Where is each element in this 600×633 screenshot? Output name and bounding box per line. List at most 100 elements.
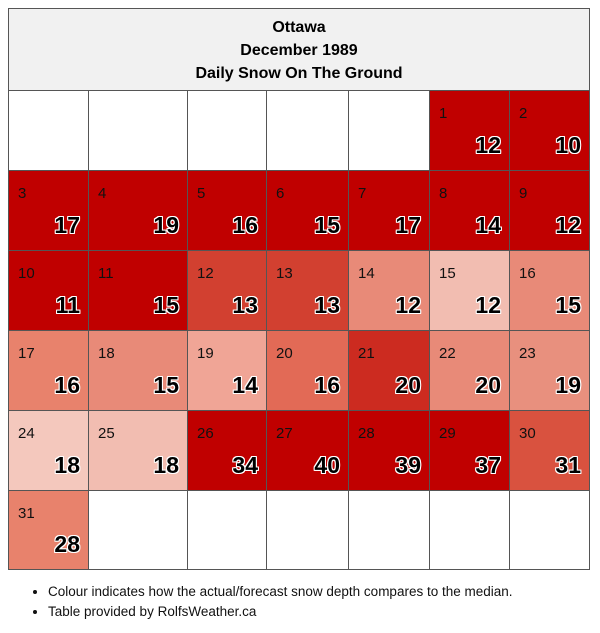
day-number: 30	[519, 425, 536, 442]
empty-cell	[267, 91, 349, 171]
subtitle: Daily Snow On The Ground	[195, 65, 403, 82]
snow-depth-value: 40	[314, 452, 340, 478]
day-cell: 21 20	[349, 331, 430, 411]
day-cell: 19 14	[188, 331, 267, 411]
snow-depth-value: 14	[475, 212, 501, 238]
day-cell: 6 15	[267, 171, 349, 251]
snow-depth-value: 15	[153, 372, 179, 398]
day-number: 19	[197, 345, 214, 362]
day-cell: 3 17	[9, 171, 89, 251]
day-number: 22	[439, 345, 456, 362]
day-number: 14	[358, 265, 375, 282]
day-number: 9	[519, 185, 528, 202]
snow-depth-value: 37	[475, 452, 501, 478]
notes: Colour indicates how the actual/forecast…	[30, 583, 513, 623]
empty-cell	[188, 491, 267, 569]
day-cell: 23 19	[510, 331, 589, 411]
day-number: 8	[439, 185, 448, 202]
day-cell: 16 15	[510, 251, 589, 331]
day-cell: 26 34	[188, 411, 267, 491]
calendar-table: Ottawa December 1989 Daily Snow On The G…	[8, 8, 590, 570]
day-cell: 13 13	[267, 251, 349, 331]
snow-depth-value: 28	[54, 531, 80, 557]
snow-depth-value: 16	[54, 372, 80, 398]
empty-cell	[188, 91, 267, 171]
snow-depth-value: 13	[314, 292, 340, 318]
day-cell: 11 15	[89, 251, 188, 331]
table-header: Ottawa December 1989 Daily Snow On The G…	[9, 9, 589, 91]
snow-depth-value: 14	[232, 372, 258, 398]
day-number: 3	[18, 185, 27, 202]
day-number: 21	[358, 345, 375, 362]
empty-cell	[510, 491, 589, 569]
snow-depth-value: 15	[314, 212, 340, 238]
city-title: Ottawa	[272, 19, 326, 36]
snow-depth-value: 17	[54, 212, 80, 238]
day-cell: 4 19	[89, 171, 188, 251]
snow-depth-value: 16	[314, 372, 340, 398]
day-cell: 27 40	[267, 411, 349, 491]
snow-depth-value: 18	[54, 452, 80, 478]
empty-cell	[430, 491, 510, 569]
snow-depth-value: 16	[232, 212, 258, 238]
day-cell: 31 28	[9, 491, 89, 569]
day-cell: 20 16	[267, 331, 349, 411]
period-title: December 1989	[240, 42, 358, 59]
snow-depth-value: 15	[555, 292, 581, 318]
day-cell: 29 37	[430, 411, 510, 491]
note-source: Table provided by RolfsWeather.ca	[48, 603, 513, 621]
day-number: 12	[197, 265, 214, 282]
empty-cell	[267, 491, 349, 569]
day-number: 1	[439, 105, 448, 122]
day-number: 25	[98, 425, 115, 442]
day-number: 24	[18, 425, 35, 442]
snow-depth-value: 17	[395, 212, 421, 238]
day-number: 29	[439, 425, 456, 442]
empty-cell	[89, 91, 188, 171]
day-cell: 28 39	[349, 411, 430, 491]
empty-cell	[89, 491, 188, 569]
snow-depth-value: 12	[395, 292, 421, 318]
day-number: 7	[358, 185, 367, 202]
calendar-grid: 1 12 2 10 3 17 4 19 5 16 6 15 7 17 8 14 9 12 10 11 11 15 12 13 1…	[9, 91, 589, 569]
day-cell: 5 16	[188, 171, 267, 251]
day-number: 18	[98, 345, 115, 362]
day-number: 10	[18, 265, 35, 282]
snow-depth-value: 20	[395, 372, 421, 398]
day-number: 28	[358, 425, 375, 442]
snow-depth-value: 12	[475, 132, 501, 158]
day-number: 31	[18, 505, 35, 522]
day-number: 11	[98, 265, 114, 282]
snow-depth-value: 19	[555, 372, 581, 398]
day-cell: 25 18	[89, 411, 188, 491]
day-cell: 14 12	[349, 251, 430, 331]
day-number: 4	[98, 185, 107, 202]
day-number: 6	[276, 185, 285, 202]
snow-depth-value: 10	[555, 132, 581, 158]
day-cell: 30 31	[510, 411, 589, 491]
day-number: 23	[519, 345, 536, 362]
snow-depth-value: 31	[555, 452, 581, 478]
day-number: 27	[276, 425, 293, 442]
day-cell: 12 13	[188, 251, 267, 331]
day-number: 26	[197, 425, 214, 442]
day-cell: 8 14	[430, 171, 510, 251]
day-cell: 9 12	[510, 171, 589, 251]
day-cell: 2 10	[510, 91, 589, 171]
snow-depth-value: 13	[232, 292, 258, 318]
empty-cell	[349, 91, 430, 171]
snow-depth-value: 19	[153, 212, 179, 238]
snow-depth-value: 11	[55, 292, 80, 318]
day-cell: 10 11	[9, 251, 89, 331]
snow-depth-value: 34	[232, 452, 258, 478]
day-number: 17	[18, 345, 35, 362]
day-cell: 1 12	[430, 91, 510, 171]
day-number: 2	[519, 105, 528, 122]
day-cell: 15 12	[430, 251, 510, 331]
day-cell: 17 16	[9, 331, 89, 411]
snow-depth-value: 15	[153, 292, 179, 318]
day-cell: 18 15	[89, 331, 188, 411]
snow-depth-value: 12	[555, 212, 581, 238]
day-number: 15	[439, 265, 456, 282]
snow-depth-value: 39	[395, 452, 421, 478]
